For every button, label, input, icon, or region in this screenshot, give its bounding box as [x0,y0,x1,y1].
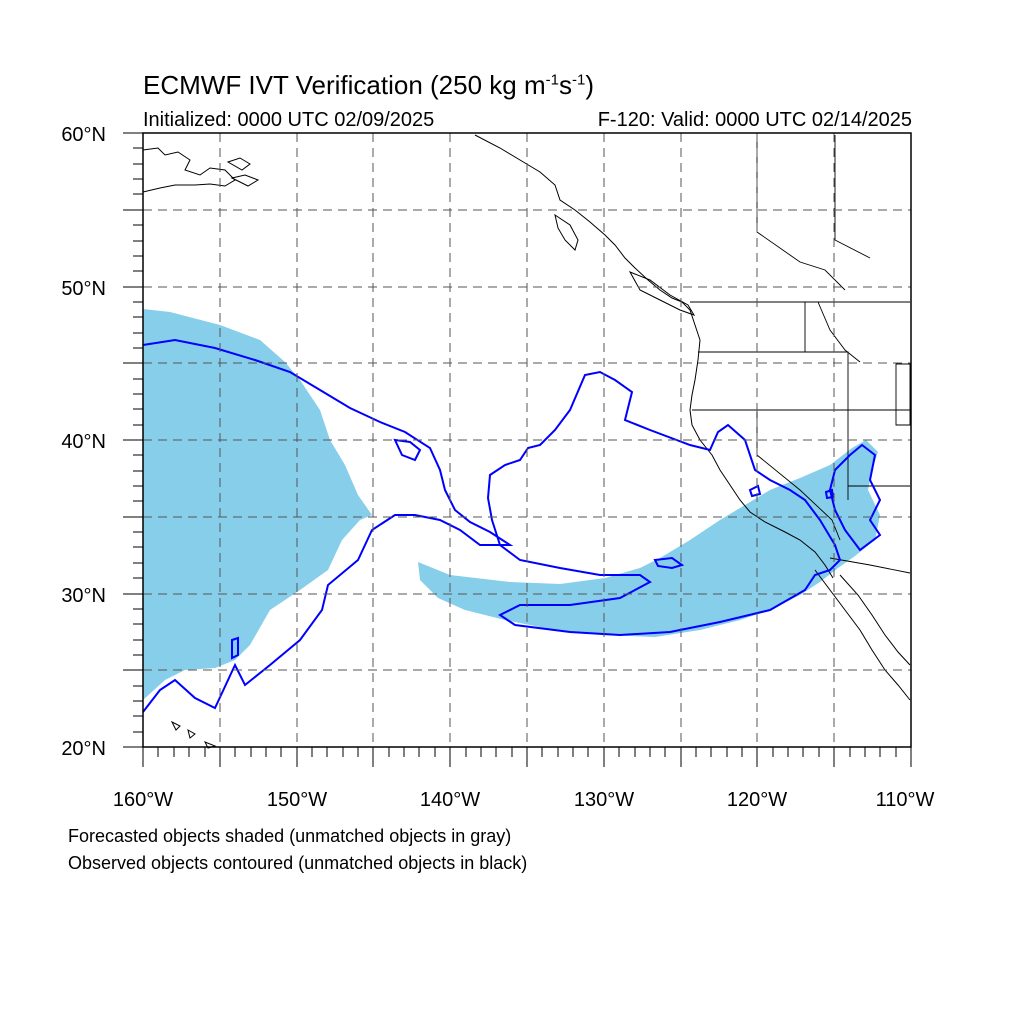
forecast-objects [143,309,880,700]
alaska-islands [226,157,260,187]
bc-alberta [834,135,871,259]
initialized-label: Initialized: 0000 UTC 02/09/2025 [143,109,435,131]
footer-forecast-note: Forecasted objects shaded (unmatched obj… [68,826,512,846]
observed-objects [142,338,882,713]
idaho-nevada [805,351,849,410]
observed-object-west [142,338,514,713]
lon-label-140w: 140°W [420,789,480,811]
observed-object-small-2 [748,484,762,498]
montana-line [817,301,861,363]
lat-label-50: 50°N [61,278,106,300]
lat-label-60: 60°N [61,124,106,146]
footer-observed-note: Observed objects contoured (unmatched ob… [68,853,528,873]
gulf-of-california [839,574,911,666]
lat-label-40: 40°N [61,431,106,453]
chart-title: ECMWF IVT Verification (250 kg m-1s-1) [143,70,594,100]
lat-label-20: 20°N [61,738,106,760]
lat-label-30: 30°N [61,585,106,607]
observed-object-west-small [231,636,239,660]
observed-object-west-loop [393,438,422,462]
canada-provinces [756,135,846,291]
graticule [143,133,911,747]
baja-coast [814,569,911,701]
hawaii-islands [170,720,217,749]
forecast-object-west [143,309,372,700]
lon-label-110w: 110°W [876,789,935,811]
coastlines [142,134,911,749]
idaho-border [895,363,911,426]
observed-object-small-3 [824,488,835,500]
observed-object-east [828,443,882,552]
vancouver-island [628,271,696,316]
tick-marks [123,132,912,767]
washington-oregon-border [698,302,806,353]
haida-gwaii [554,213,579,251]
us-mexico-border [829,557,911,574]
alaska-coast [142,147,236,193]
lon-label-150w: 150°W [267,789,327,811]
lon-label-130w: 130°W [574,789,634,811]
observed-object-small-1 [653,556,685,570]
lon-label-120w: 120°W [727,789,787,811]
observed-object-central [486,370,842,637]
lon-label-160w: 160°W [113,789,173,811]
forecast-object-east [418,440,880,637]
canada-coast [474,134,834,579]
valid-time-label: F-120: Valid: 0000 UTC 02/14/2025 [597,109,912,131]
